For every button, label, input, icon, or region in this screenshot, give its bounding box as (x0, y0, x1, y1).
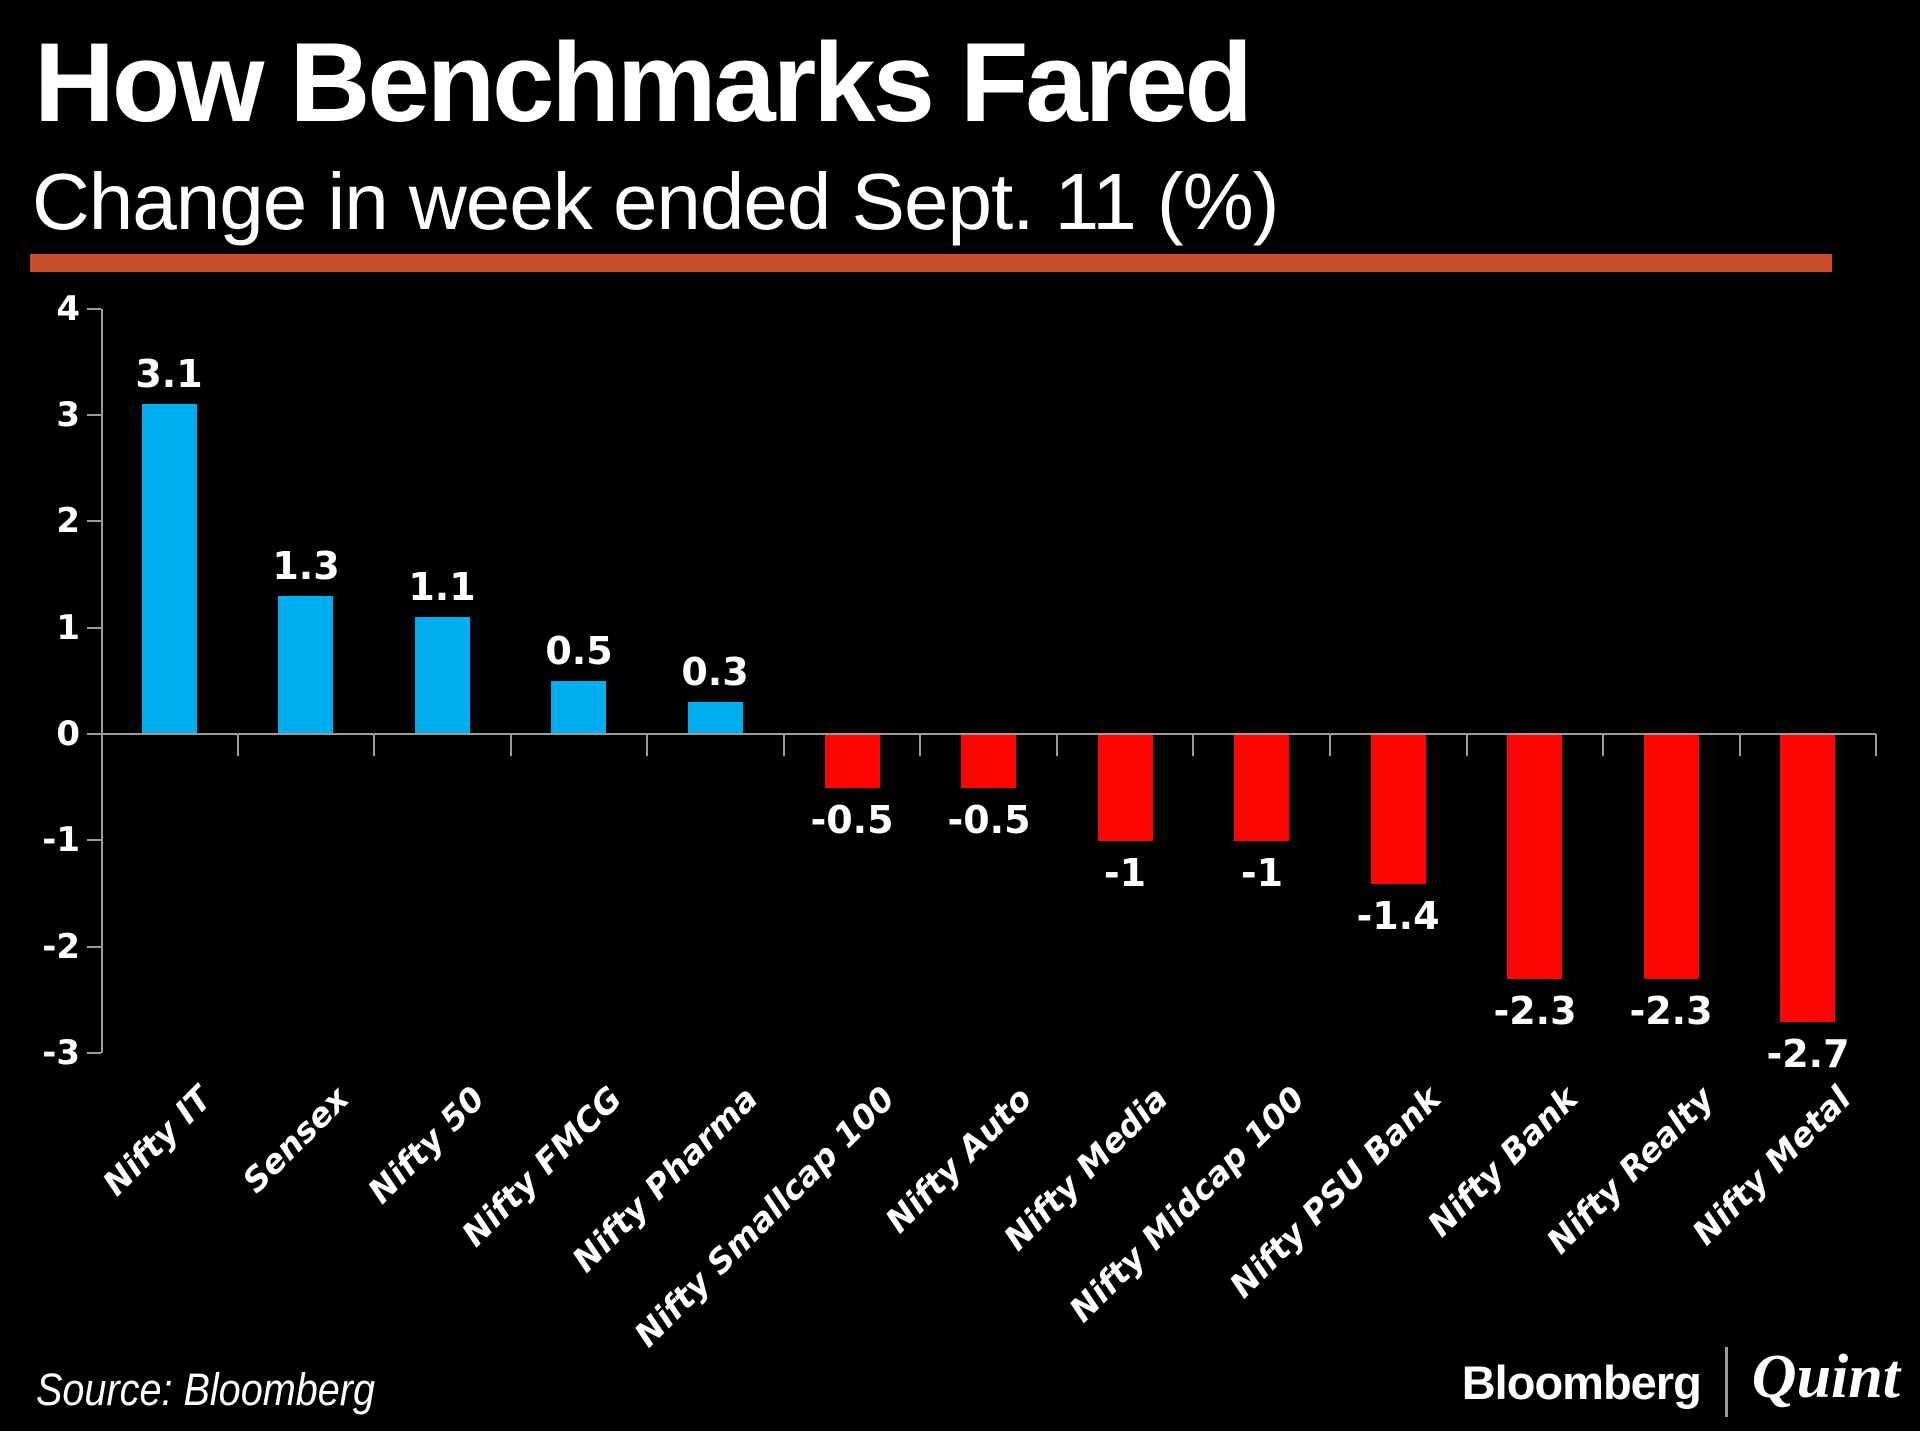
bar-nifty-it (142, 404, 197, 734)
y-axis-line (101, 309, 103, 1053)
bar-value-label: -0.5 (947, 798, 1031, 842)
y-tick-label: -3 (42, 1033, 80, 1073)
chart-title: How Benchmarks Fared (34, 20, 1253, 145)
x-axis-zero-line (101, 733, 1877, 735)
bar-nifty-bank (1507, 735, 1562, 979)
y-tick-label: -2 (42, 927, 80, 967)
bar-value-label: 1.1 (408, 565, 476, 609)
y-tick (87, 946, 101, 948)
x-boundary-tick (1329, 734, 1331, 756)
y-tick-label: -1 (42, 820, 80, 860)
bar-nifty-auto (961, 735, 1016, 788)
x-boundary-tick (783, 734, 785, 756)
y-tick (87, 733, 101, 735)
bar-value-label: -1 (1103, 851, 1147, 895)
bar-nifty-realty (1644, 735, 1699, 979)
bar-value-label: 0.3 (681, 650, 749, 694)
x-boundary-tick (1602, 734, 1604, 756)
logo-separator (1724, 1347, 1728, 1417)
bloomberg-wordmark: Bloomberg (1461, 1355, 1702, 1409)
x-boundary-tick (1739, 734, 1741, 756)
bar-nifty-fmcg (551, 681, 606, 734)
x-boundary-tick (1056, 734, 1058, 756)
y-tick (87, 839, 101, 841)
bar-value-label: -1 (1240, 851, 1284, 895)
bar-value-label: -2.3 (1629, 989, 1713, 1033)
bar-nifty-metal (1780, 735, 1835, 1022)
x-boundary-tick (237, 734, 239, 756)
x-boundary-tick (646, 734, 648, 756)
quint-wordmark: Quint (1751, 1342, 1900, 1411)
x-boundary-tick (510, 734, 512, 756)
y-tick-label: 3 (56, 395, 80, 435)
bar-nifty-50 (415, 617, 470, 734)
bar-nifty-media (1098, 735, 1153, 841)
y-tick-label: 0 (56, 714, 80, 754)
y-tick (87, 627, 101, 629)
accent-rule (30, 254, 1832, 272)
bar-value-label: -0.5 (810, 798, 894, 842)
y-tick (87, 414, 101, 416)
bar-value-label: -2.3 (1493, 989, 1577, 1033)
y-tick (87, 308, 101, 310)
source-note: Source: Bloomberg (36, 1364, 375, 1415)
y-tick (87, 520, 101, 522)
y-tick-label: 1 (56, 608, 80, 648)
y-tick (87, 1052, 101, 1054)
bar-nifty-pharma (688, 702, 743, 734)
y-tick-label: 2 (56, 501, 80, 541)
x-boundary-tick (373, 734, 375, 756)
bar-value-label: -1.4 (1356, 894, 1440, 938)
bar-nifty-psu-bank (1371, 735, 1426, 884)
x-boundary-tick (1192, 734, 1194, 756)
bar-nifty-smallcap-100 (825, 735, 880, 788)
y-tick-label: 4 (56, 289, 80, 329)
x-boundary-tick (1466, 734, 1468, 756)
x-boundary-tick (919, 734, 921, 756)
bar-value-label: 3.1 (135, 352, 203, 396)
x-boundary-tick (1875, 734, 1877, 756)
bar-value-label: -2.7 (1766, 1032, 1850, 1076)
chart-subtitle: Change in week ended Sept. 11 (%) (32, 157, 1279, 246)
bloomberg-quint-logo: Bloomberg Quint (1462, 1342, 1900, 1422)
bar-nifty-midcap-100 (1234, 735, 1289, 841)
bar-sensex (278, 596, 333, 734)
bar-value-label: 0.5 (545, 629, 613, 673)
bar-value-label: 1.3 (272, 544, 340, 588)
